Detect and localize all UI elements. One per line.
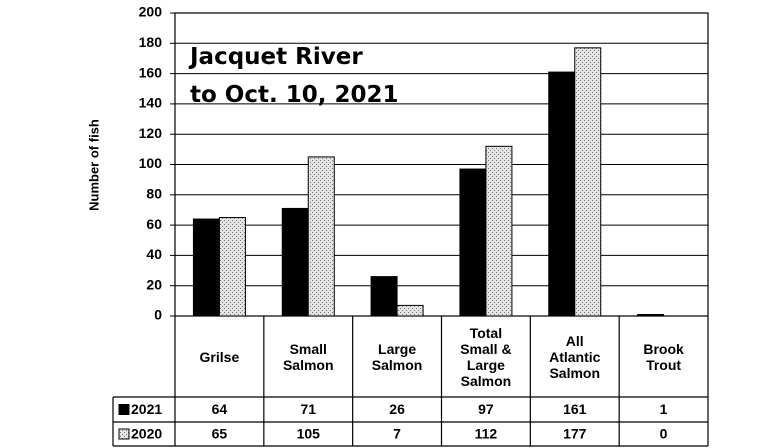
x-tick-label: Total Small & Large Salmon [460,324,512,389]
chart-subtitle: to Oct. 10, 2021 [190,82,399,108]
bar [459,168,487,317]
legend-label: 2021 [131,401,162,417]
bar [548,71,576,317]
table-value: 64 [212,401,228,417]
x-tick-label: Small Salmon [282,340,334,373]
y-tick-label: 160 [139,64,163,80]
y-tick-label: 0 [154,307,162,323]
y-tick-label: 40 [146,246,162,262]
y-axis-label: Number of fish [86,119,101,211]
table-value: 1 [660,401,668,417]
legend-swatch [118,428,130,440]
chart-title: Jacquet River [190,44,363,70]
bar [637,313,665,317]
y-tick-label: 180 [139,34,163,50]
bar [281,207,309,317]
legend-label: 2020 [131,426,162,442]
legend-swatch [118,404,130,415]
table-value: 97 [478,401,494,417]
y-tick-label: 120 [139,125,163,141]
y-tick-label: 60 [146,216,162,232]
x-tick-label: Large Salmon [371,340,423,373]
table-value: 177 [563,426,587,442]
bar [574,47,602,317]
table-value: 112 [475,426,498,442]
y-tick-label: 200 [139,4,163,20]
bar [307,156,335,317]
bar [192,218,220,317]
table-value: 7 [393,426,401,442]
bar [396,304,424,317]
x-tick-label: All Atlantic Salmon [549,332,601,381]
y-tick-label: 20 [146,276,162,292]
table-value: 161 [563,401,587,417]
y-tick-label: 80 [146,186,162,202]
table-value: 26 [389,401,405,417]
bar [485,145,513,317]
y-tick-label: 100 [139,155,163,171]
bar [218,217,246,317]
table-value: 65 [212,426,228,442]
table-value: 105 [297,426,321,442]
table-value: 71 [300,401,316,417]
x-tick-label: Brook Trout [643,340,684,373]
x-tick-label: Grilse [199,348,240,365]
bar [370,276,398,317]
y-tick-label: 140 [139,95,163,111]
table-value: 0 [660,426,668,442]
